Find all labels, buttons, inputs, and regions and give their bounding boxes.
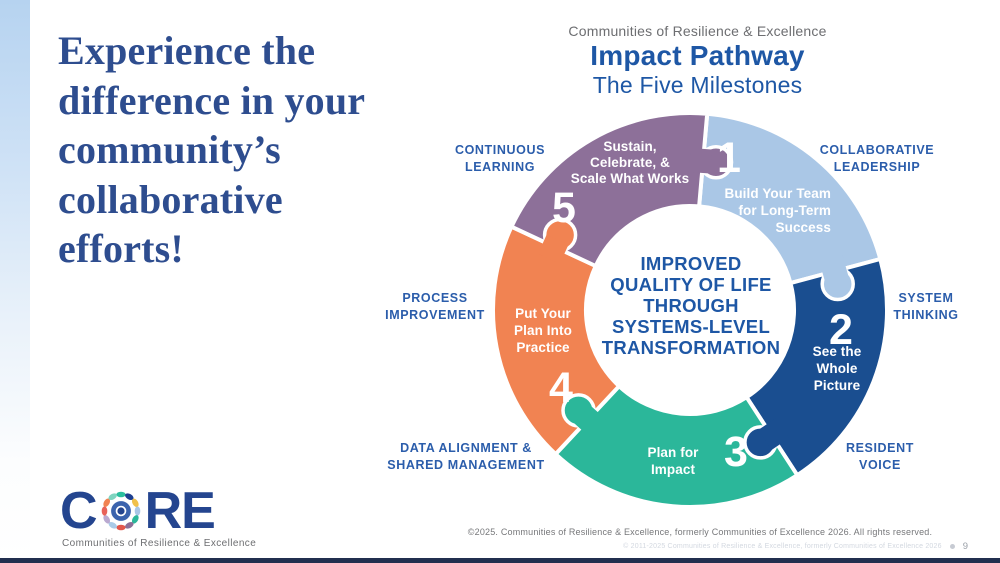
logo-confetti-o-icon (101, 491, 140, 531)
impact-pathway-diagram: 1 2 3 4 5 Build Your Team for Long-Term Success… (491, 111, 889, 510)
outer-label-data-alignment: DATA ALIGNMENT & SHARED MANAGEMENT (387, 441, 545, 472)
milestone-label-2: See the Whole Picture (813, 344, 862, 393)
milestone-number-3: 3 (724, 428, 748, 476)
title-eyebrow: Communities of Resilience & Excellence (568, 23, 827, 39)
milestone-label-5: Sustain, Celebrate, & Scale What Works (571, 139, 689, 186)
milestone-number-5: 5 (552, 184, 576, 232)
title-block: Communities of Resilience & Excellence I… (540, 23, 855, 99)
logo-letters-re: RE (144, 482, 216, 540)
bottom-accent-bar (0, 558, 1000, 563)
left-accent-stripe (0, 0, 30, 563)
diagram-center-text: IMPROVED QUALITY OF LIFE THROUGH SYSTEMS-LE… (602, 253, 781, 358)
logo-letter-c: C (60, 482, 98, 540)
headline: Experience the difference in your commun… (58, 28, 366, 272)
fineprint-row: © 2011-2025 Communities of Resilience & … (623, 541, 968, 552)
title: Impact Pathway (590, 40, 805, 71)
milestone-number-2: 2 (829, 306, 853, 354)
fineprint-text: © 2011-2025 Communities of Resilience & … (623, 543, 942, 550)
copyright-line: ©2025. Communities of Resilience & Excel… (467, 527, 933, 537)
milestone-label-1: Build Your Team for Long-Term Success (724, 186, 831, 235)
outer-label-system-thinking: SYSTEM THINKING (893, 291, 959, 322)
outer-label-collaborative-leadership: COLLABORATIVE LEADERSHIP (819, 143, 935, 174)
milestone-label-3: Plan for Impact (647, 445, 699, 477)
subtitle: The Five Milestones (592, 72, 803, 98)
core-logo: C RE Communities of Resilience & Excelle… (60, 482, 257, 549)
globe-icon (949, 544, 955, 549)
logo-tagline: Communities of Resilience & Excellence (62, 538, 257, 549)
page-number: 9 (962, 541, 968, 552)
milestone-label-4: Put Your Plan Into Practice (514, 306, 572, 355)
outer-label-resident-voice: RESIDENT VOICE (845, 441, 914, 472)
outer-label-continuous-learning: CONTINUOUS LEARNING (454, 143, 546, 174)
milestone-number-4: 4 (549, 364, 573, 412)
core-logo-wordmark: C RE (60, 482, 256, 540)
milestone-number-1: 1 (717, 134, 741, 182)
outer-label-process-improvement: PROCESS IMPROVEMENT (385, 291, 485, 322)
